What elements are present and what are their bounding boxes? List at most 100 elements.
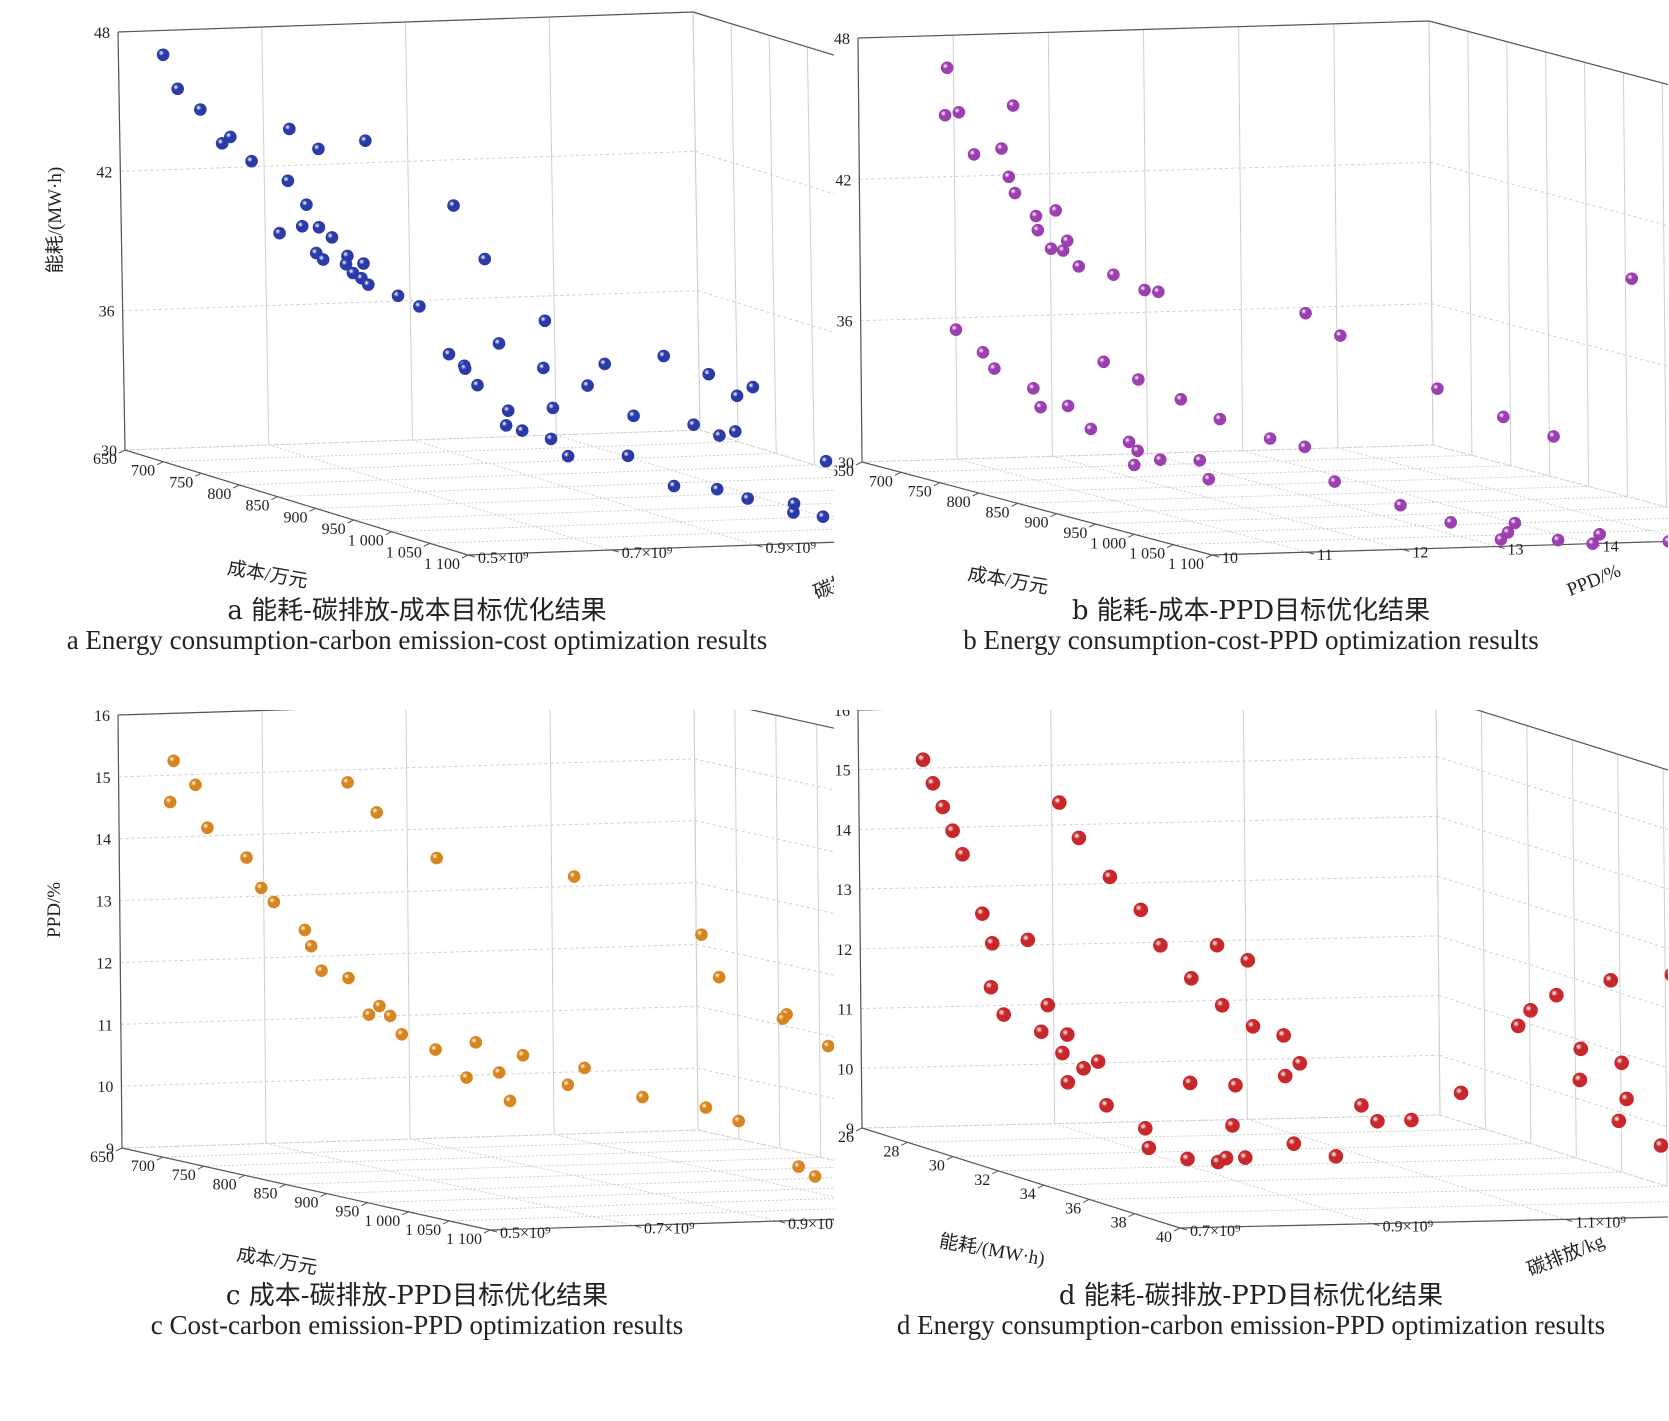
data-point (492, 1066, 506, 1079)
data-point (194, 103, 207, 116)
x-tick-mark (156, 1156, 164, 1161)
y-tick-mark (1565, 1218, 1573, 1222)
data-point (391, 289, 405, 303)
data-point (952, 105, 966, 119)
data-point (1619, 1091, 1634, 1107)
data-point (215, 137, 229, 150)
data-point (1354, 1098, 1369, 1113)
data-point (1008, 186, 1022, 200)
data-point (983, 979, 999, 995)
data-point (996, 1007, 1012, 1022)
data-point (1072, 260, 1086, 273)
data-point (925, 776, 941, 791)
x-tick-mark (320, 1193, 327, 1198)
x-tick-label: 1 100 (1168, 556, 1204, 573)
data-point (627, 409, 640, 423)
data-point (1090, 1054, 1106, 1069)
data-point (1228, 1077, 1243, 1093)
data-point (1071, 830, 1087, 846)
data-point (478, 252, 492, 266)
data-point (995, 142, 1008, 155)
z-tick-label: 11 (837, 1002, 852, 1019)
y-axis-label: 碳排放/kg (1524, 1230, 1608, 1281)
data-point (1286, 1136, 1302, 1151)
x-tick-mark (194, 472, 202, 477)
x-tick-mark (1011, 502, 1018, 507)
x-tick-label: 650 (834, 463, 854, 480)
data-points (163, 754, 834, 1183)
x-tick-mark (197, 1165, 205, 1170)
y-tick-label: 12 (1412, 544, 1428, 561)
data-point (621, 449, 635, 463)
data-point (167, 754, 180, 768)
data-point (267, 895, 281, 909)
data-point (1033, 1024, 1049, 1040)
data-point (1202, 472, 1216, 486)
data-point (503, 1094, 517, 1108)
z-tick-label: 13 (836, 882, 852, 899)
data-point (1006, 99, 1020, 112)
data-point (442, 347, 456, 361)
x-tick-mark (894, 471, 902, 476)
data-point (240, 851, 253, 864)
data-point (1263, 432, 1277, 445)
data-point (1614, 1055, 1629, 1071)
data-point (967, 148, 981, 161)
data-point (1653, 1138, 1668, 1153)
data-point (687, 418, 700, 431)
y-tick-mark (755, 544, 763, 548)
data-point (156, 48, 170, 62)
x-tick-mark (901, 1141, 908, 1146)
x-tick-mark (1173, 1227, 1181, 1232)
data-point (1020, 932, 1036, 948)
data-point (538, 314, 552, 328)
x-tick-mark (1127, 533, 1135, 538)
grid-lines (117, 11, 834, 556)
data-point (1153, 937, 1168, 953)
x-tick-label: 850 (986, 504, 1010, 521)
data-point (1153, 453, 1167, 466)
data-point (792, 1160, 805, 1173)
chart-d: 26283032343638400.7×10⁹0.9×10⁹1.1×10⁹1.3… (834, 710, 1668, 1281)
x-axis-label: 成本/万元 (226, 557, 310, 593)
data-point (1299, 306, 1312, 320)
data-point (561, 449, 575, 463)
data-point (1328, 1149, 1344, 1164)
data-point (1107, 268, 1120, 281)
y-tick-label: 0.9×10⁹ (788, 1216, 834, 1233)
x-tick-mark (1037, 1184, 1044, 1189)
data-point (1060, 1027, 1075, 1042)
data-point (171, 82, 184, 96)
x-tick-mark (238, 1174, 245, 1179)
y-tick-mark (1402, 548, 1410, 552)
data-point (1002, 170, 1016, 184)
data-point (699, 1101, 713, 1114)
data-point (189, 778, 202, 792)
data-point (1061, 399, 1075, 413)
y-tick-mark (489, 1229, 498, 1233)
x-tick-mark (946, 1156, 954, 1161)
data-point (702, 367, 716, 381)
x-tick-label: 36 (1065, 1200, 1081, 1217)
data-point (413, 300, 426, 313)
data-point (1292, 1055, 1308, 1071)
x-tick-label: 38 (1111, 1215, 1127, 1232)
x-tick-label: 34 (1020, 1186, 1036, 1203)
data-point (1097, 355, 1110, 369)
data-point (1084, 422, 1098, 436)
x-tick-label: 1 050 (1129, 546, 1165, 563)
data-points (938, 61, 1668, 550)
z-tick-label: 15 (95, 770, 111, 787)
data-point (1131, 444, 1144, 458)
data-point (281, 174, 295, 188)
axis-frame (117, 11, 834, 556)
caption-cn-c: c 成本-碳排放-PPD目标优化结果 (225, 1281, 609, 1311)
data-point (1214, 998, 1230, 1013)
data-point (1573, 1041, 1589, 1057)
data-point (1662, 535, 1668, 548)
data-point (567, 870, 581, 883)
z-tick-label: 16 (94, 710, 110, 725)
x-tick-label: 900 (294, 1195, 318, 1212)
